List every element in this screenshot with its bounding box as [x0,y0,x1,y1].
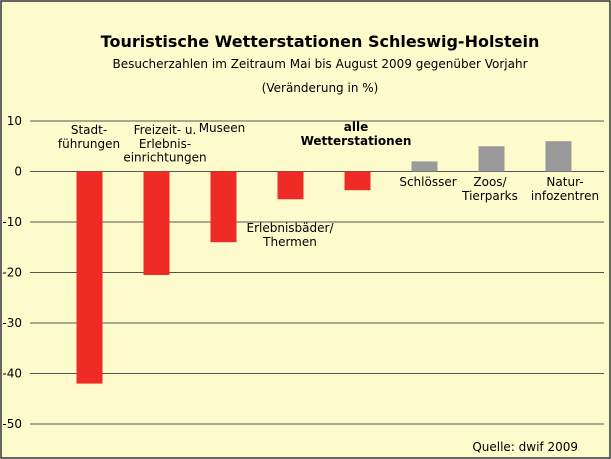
chart-subtitle: Besucherzahlen im Zeitraum Mai bis Augus… [112,57,527,71]
x-tick-label: Schlösser [399,175,456,189]
x-tick-label: Erlebnisbäder/Thermen [247,221,335,249]
bar [344,171,371,191]
y-tick-label: -10 [2,215,22,229]
bar [478,146,505,172]
bar [277,171,304,200]
bar [143,171,170,276]
bar [76,171,103,384]
x-tick-label: Museen [199,121,246,135]
y-tick-label: 10 [7,114,22,128]
chart-title: Touristische Wetterstationen Schleswig-H… [101,32,540,51]
y-tick-label: -50 [2,417,22,431]
bar [210,171,237,243]
y-tick-label: 0 [14,165,22,179]
x-tick-label: alle Wetterstationen [301,120,412,148]
y-tick-label: -40 [2,367,22,381]
y-tick-label: -30 [2,316,22,330]
y-tick-label: -20 [2,266,22,280]
x-tick-label: Stadt-führungen [58,123,120,151]
unit-label: (Veränderung in %) [262,81,379,95]
bar [545,141,572,172]
x-tick-label: Freizeit- u. Erlebnis-einrichtungen [123,123,206,165]
bar [411,161,438,172]
x-tick-label: Zoos/Tierparks [461,175,518,203]
x-tick-label: Natur-infozentren [531,175,599,203]
source: Quelle: dwif 2009 [472,440,578,454]
